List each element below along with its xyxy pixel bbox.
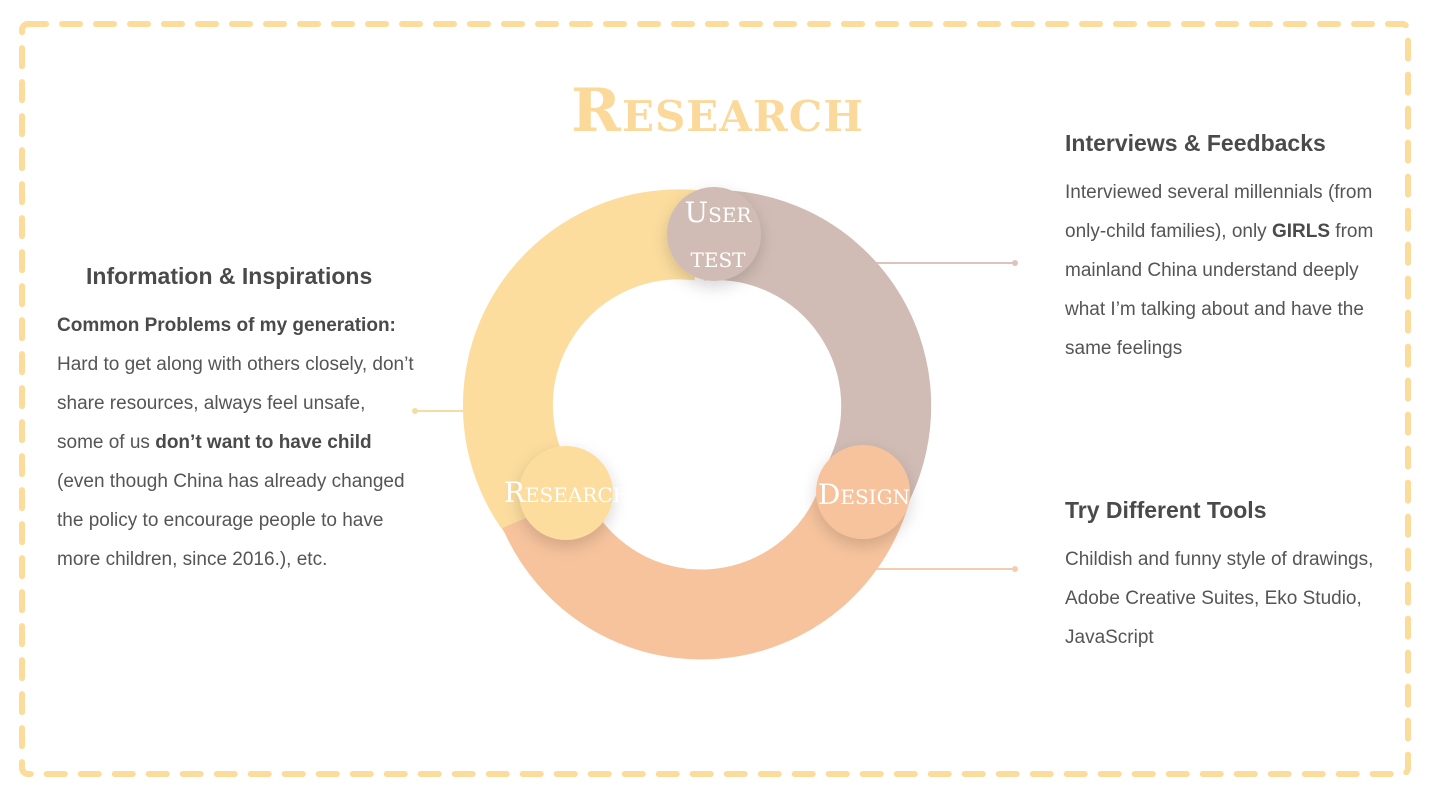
ring-segment-research — [462, 189, 706, 538]
body-text-part-c: from mainland China understand deeply wh… — [1065, 221, 1374, 359]
connector-right-top — [875, 260, 1018, 266]
stage-label-design: Design — [818, 478, 910, 511]
ring-segment-design — [502, 472, 912, 660]
info-inspirations-panel: Information & Inspirations Common Proble… — [57, 258, 417, 579]
tools-panel: Try Different Tools Childish and funny s… — [1065, 492, 1385, 657]
page-title: Research — [571, 76, 864, 146]
body-text-part-a: Hard to get along with others closely, d… — [57, 354, 414, 453]
tools-heading: Try Different Tools — [1065, 497, 1267, 523]
stage-node-research: Research — [504, 446, 630, 540]
interviews-feedbacks-text: Interviewed several millennials (from on… — [1065, 173, 1395, 368]
connector-right-bottom — [860, 566, 1018, 572]
interviews-feedbacks-heading: Interviews & Feedbacks — [1065, 130, 1326, 156]
stage-label-user-test-line2: test — [691, 241, 747, 274]
emphasis-text: don’t want to have child — [155, 432, 372, 453]
tools-text: Childish and funny style of drawings, Ad… — [1065, 549, 1374, 648]
info-inspirations-text: Common Problems of my generation: Hard t… — [57, 306, 417, 579]
stage-label-user-test-line1: User — [685, 196, 753, 229]
stage-node-design: Design — [816, 445, 910, 539]
body-text-part-a: Interviewed several millennials (from on… — [1065, 182, 1373, 242]
interviews-feedbacks-panel: Interviews & Feedbacks Interviewed sever… — [1065, 125, 1395, 368]
body-text-part-c: (even though China has already changed t… — [57, 471, 405, 570]
emphasis-text: GIRLS — [1271, 221, 1331, 242]
info-inspirations-heading: Information & Inspirations — [86, 263, 373, 289]
stage-node-user-test: User test — [667, 187, 761, 281]
stage-label-research: Research — [504, 476, 630, 509]
lead-bold-text: Common Problems of my generation: — [57, 315, 396, 336]
